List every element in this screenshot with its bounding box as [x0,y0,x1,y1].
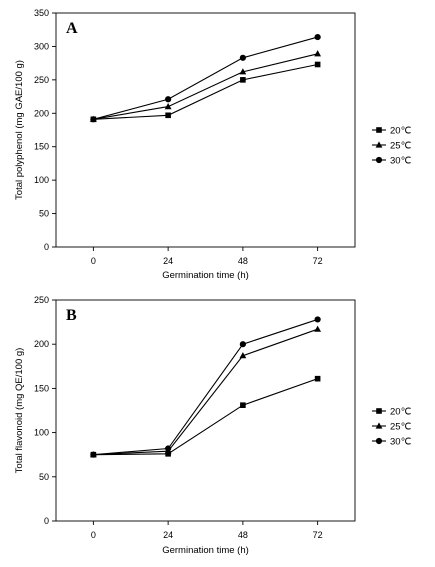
series-line [93,328,318,456]
y-tick-label: 150 [34,383,49,393]
y-tick-label: 250 [34,295,49,305]
data-point [165,112,171,119]
y-tick-label: 300 [34,41,49,51]
legend-label: 30℃ [390,437,412,448]
x-tick-label: 0 [91,256,96,266]
x-tick-label: 72 [313,530,323,540]
data-point [90,116,97,123]
y-tick-label: 350 [34,8,49,18]
data-point [314,316,321,323]
legend-label: 20℃ [390,407,412,418]
legend-label: 25℃ [390,141,412,152]
data-point [239,54,246,61]
x-axis-title: Germination time (h) [162,270,249,281]
x-tick-label: 48 [238,530,248,540]
plot-frame [55,299,356,522]
y-axis-title: Total flavonoid (mg QE/100 g) [14,348,25,474]
data-point [164,103,172,110]
y-tick-label: 200 [34,339,49,349]
x-axis-title: Germination time (h) [162,545,249,556]
y-tick-label: 0 [44,516,49,526]
legend-label: 25℃ [390,422,412,433]
x-tick-label: 72 [313,256,323,266]
data-point [165,451,171,457]
data-point [314,33,321,41]
x-tick-label: 24 [163,530,173,540]
data-point [239,68,247,75]
data-point [314,61,321,68]
series-line [93,378,318,456]
legend-marker [376,408,382,414]
data-point [314,50,322,57]
y-axis-title: Total polyphenol (mg GAE/100 g) [14,60,25,200]
x-tick-label: 48 [238,256,248,266]
legend-label: 30℃ [390,156,412,167]
y-tick-label: 50 [39,472,49,482]
plot-frame [55,12,356,248]
series-circle [90,33,321,123]
series-square [90,375,321,458]
data-point [165,445,172,452]
y-tick-label: 150 [34,142,49,152]
legend-marker [375,141,383,148]
chart-panel-a: 0 50 100 150 200 250 300 350 0 24 48 72 Germination … [14,8,412,281]
data-point [239,341,246,348]
panel-letter: B [66,307,77,324]
y-tick-label: 200 [34,108,49,118]
series-square [90,61,321,123]
series-triangle [89,325,322,458]
x-tick-label: 24 [163,256,173,266]
y-tick-label: 100 [34,175,49,185]
data-point [90,451,97,458]
series-line [93,53,318,120]
panel-letter: A [66,20,78,37]
y-tick-label: 50 [39,209,49,219]
x-tick-label: 0 [91,530,96,540]
legend-marker [376,127,382,133]
data-point [314,375,321,382]
data-point [314,325,322,332]
y-tick-label: 250 [34,75,49,85]
legend-marker [375,156,383,164]
series-line [93,63,318,120]
data-point [165,96,172,103]
data-point [240,77,246,83]
series-line [93,318,318,456]
legend-label: 20℃ [390,126,412,137]
series-line [93,36,318,120]
y-tick-label: 0 [44,242,49,252]
data-point [240,402,246,408]
data-point [239,352,247,359]
y-tick-label: 100 [34,428,49,438]
chart-panel-b: 0 50 100 150 200 250 0 24 48 72 Germination time (… [14,295,412,556]
legend-marker [375,422,383,429]
legend-marker [375,437,383,445]
series-circle [90,316,321,458]
